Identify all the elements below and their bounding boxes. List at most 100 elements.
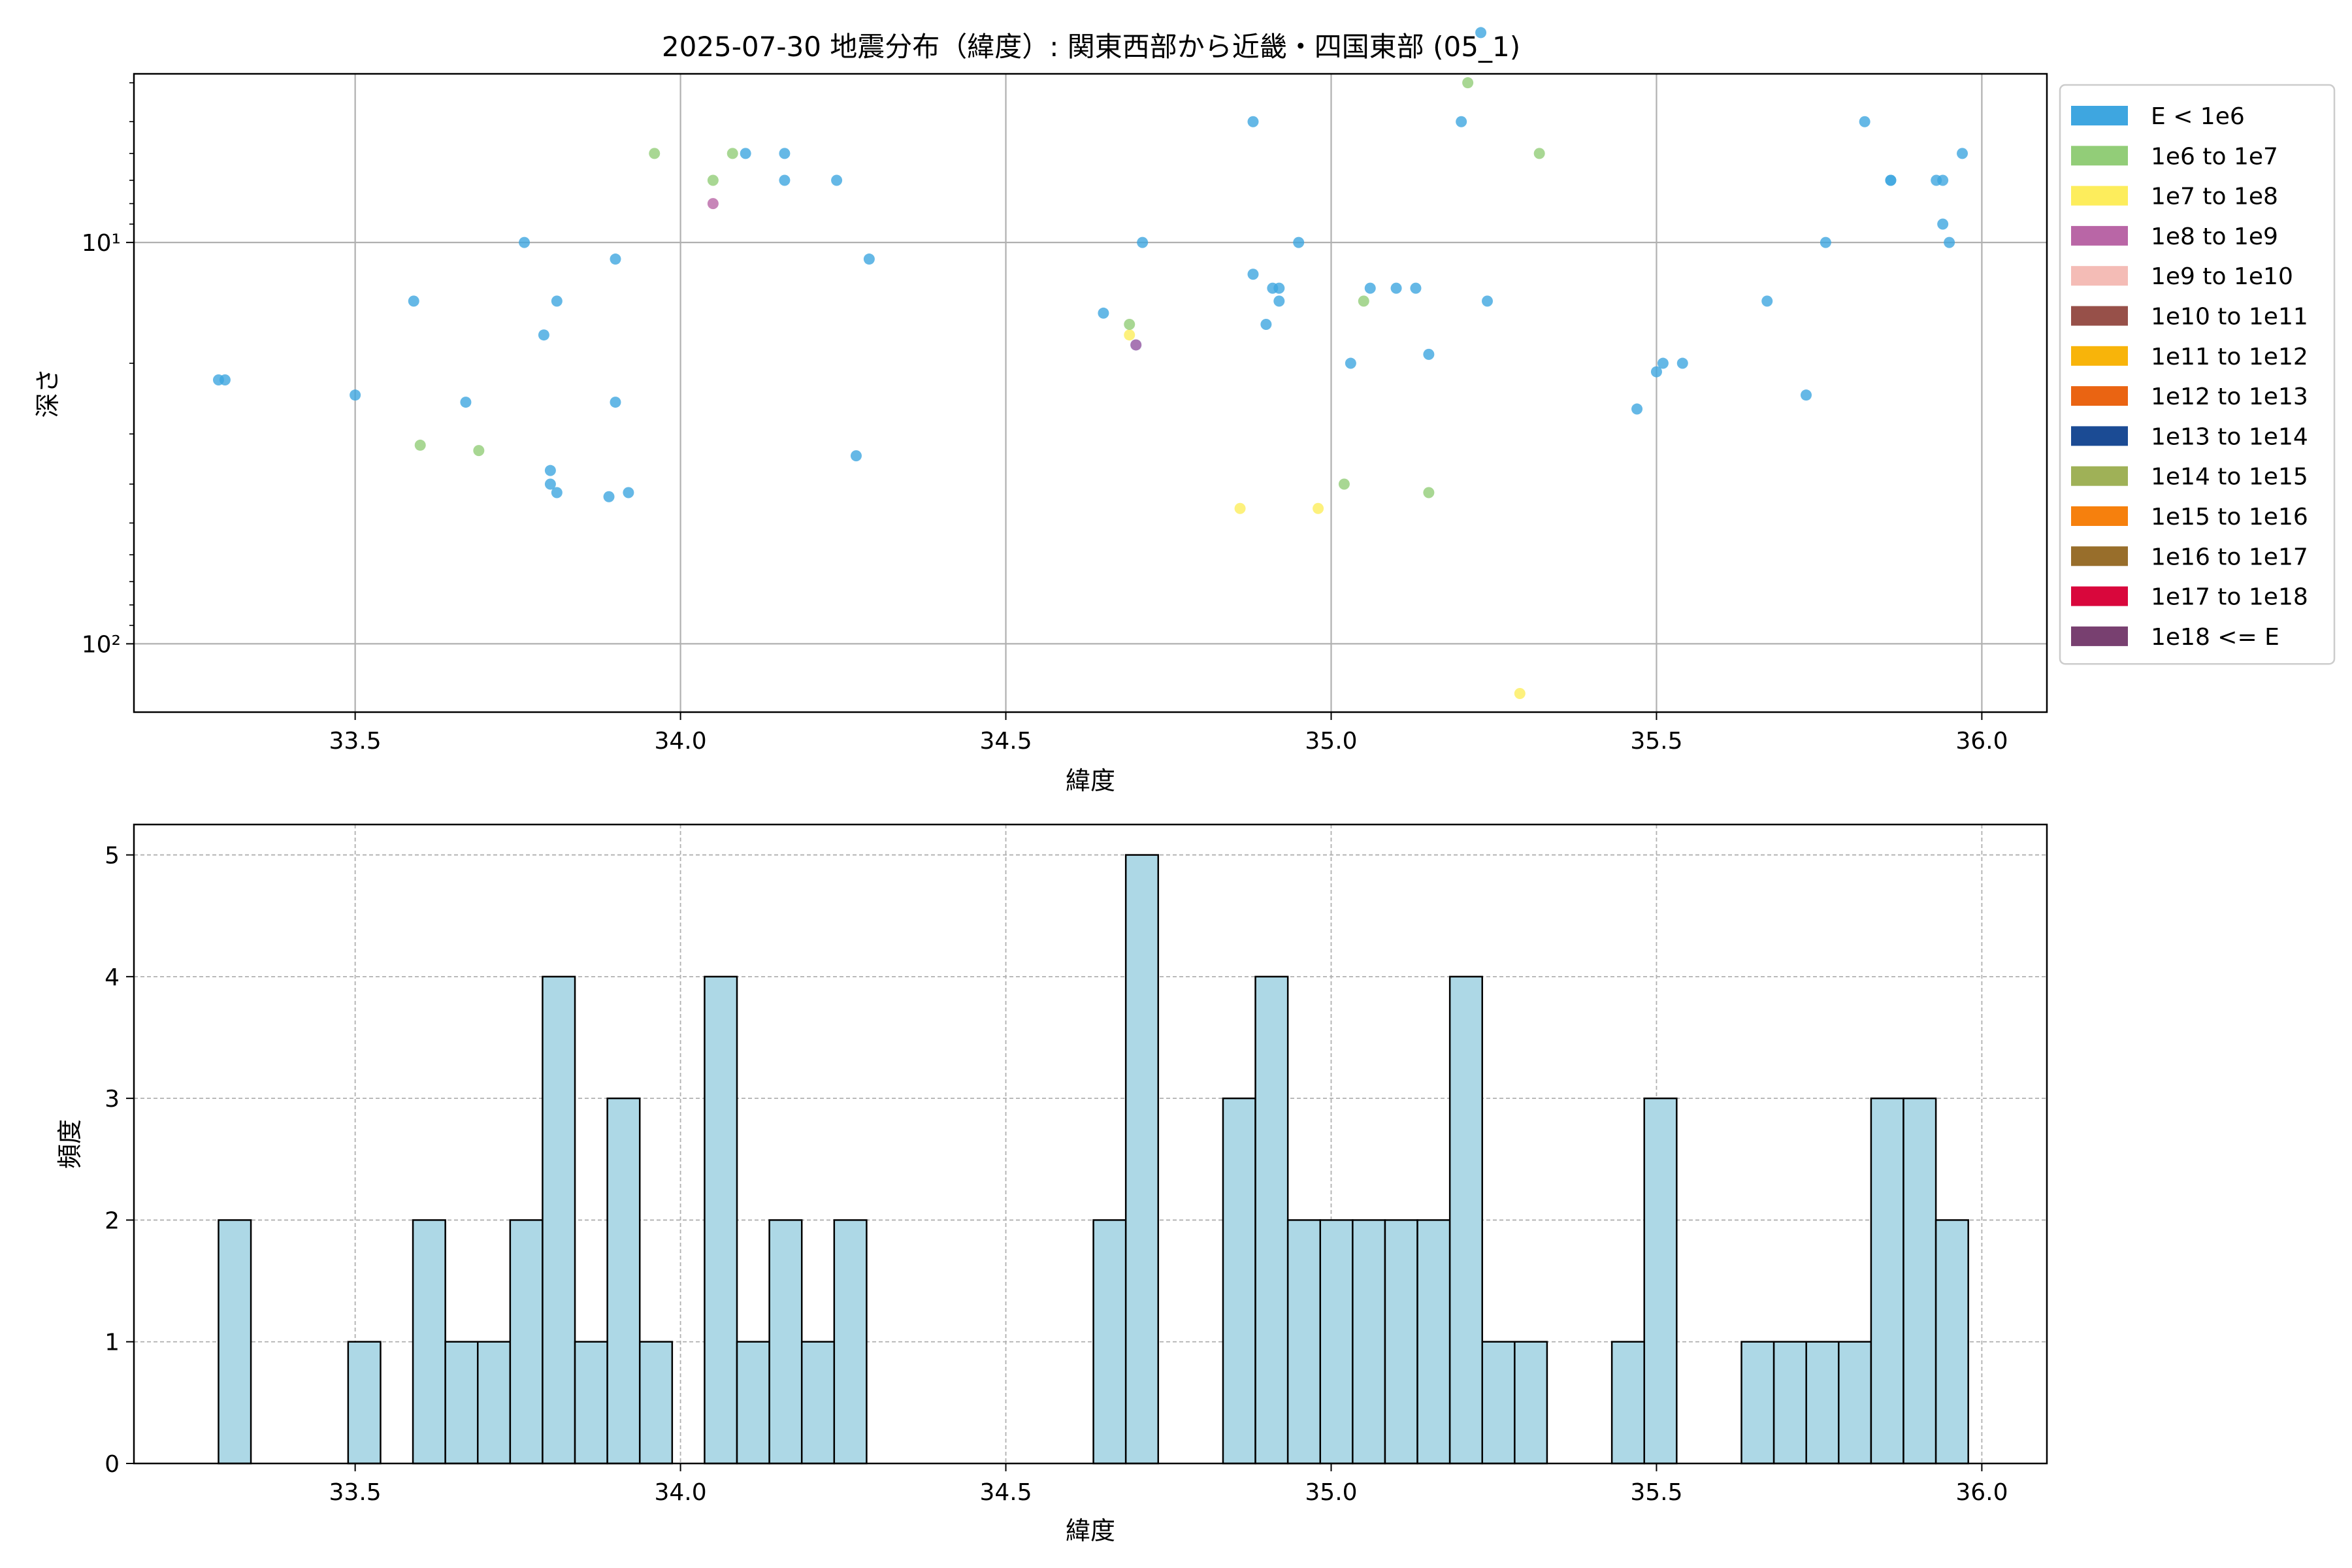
histogram-bar [736,1341,770,1465]
scatter-point [350,389,361,401]
scatter-point [1345,357,1356,369]
histogram-y-tick-label: 1 [105,1330,120,1356]
legend-swatch [2071,386,2128,406]
histogram-x-tick-label: 33.5 [329,1479,382,1506]
scatter-point [707,174,719,186]
scatter-x-tick-label: 34.0 [654,728,706,755]
scatter-point [1124,319,1135,331]
legend-label: 1e9 to 1e10 [2151,263,2293,290]
histogram-x-tick-label: 35.0 [1305,1479,1357,1506]
histogram-bar [638,1341,674,1465]
histogram-bar [1514,1341,1548,1465]
histogram-y-axis-label: 頻度 [56,1119,84,1169]
scatter-x-tick-label: 35.5 [1630,728,1682,755]
histogram-bar [1319,1219,1354,1465]
histogram-x-tick-label: 36.0 [1955,1479,2008,1506]
scatter-point [1820,237,1831,248]
scatter-point [1944,237,1955,248]
scatter-point [740,148,751,159]
scatter-point [603,491,615,502]
scatter-y-axis-label: 深さ [33,368,62,417]
histogram-bar [1254,975,1289,1465]
histogram-bar [833,1219,868,1465]
scatter-point [1338,478,1350,490]
legend-swatch [2071,426,2128,446]
histogram-bar [1903,1097,1937,1465]
scatter-point [551,295,563,307]
histogram-bar [1772,1341,1807,1465]
histogram-y-tick-label: 4 [105,964,120,991]
scatter-point [1423,348,1435,360]
histogram-bar [1838,1341,1872,1465]
scatter-point [779,174,791,186]
scatter-point [1957,148,1968,159]
scatter-point [1313,502,1324,514]
scatter-point [1410,282,1422,294]
histogram-bar [574,1341,608,1465]
scatter-x-tick-label: 33.5 [329,728,382,755]
histogram-bar [768,1219,803,1465]
scatter-point [1130,339,1142,351]
scatter-point [1098,307,1109,319]
histogram-y-tick-label: 5 [105,843,120,870]
histogram-bar [1448,975,1483,1465]
scatter-point [1885,174,1897,186]
legend-swatch [2071,146,2128,166]
scatter-ticks: 33.5 34.0 34.5 35.0 35.5 36.0 10¹ 10² [82,82,2008,755]
scatter-point [1761,295,1773,307]
legend-label: 1e8 to 1e9 [2151,223,2278,250]
scatter-point [1533,148,1545,159]
scatter-x-tick-label: 35.0 [1305,728,1357,755]
scatter-point [1247,269,1259,280]
scatter-point [1937,218,1949,230]
scatter-point [850,450,862,462]
scatter-point [1124,329,1135,341]
histogram-x-axis-label: 緯度 [1066,1516,1115,1545]
histogram-bar [606,1097,641,1465]
histogram-bar [1481,1341,1516,1465]
histogram-x-tick-label: 34.5 [979,1479,1032,1506]
scatter-point [1462,77,1474,89]
scatter-point [610,397,621,408]
legend-label: 1e14 to 1e15 [2151,464,2308,491]
legend-label: 1e6 to 1e7 [2151,143,2278,170]
histogram-bar [1740,1341,1775,1465]
histogram-x-tick-label: 34.0 [654,1479,706,1506]
legend-swatch [2071,506,2128,526]
scatter-x-tick-label: 34.5 [979,728,1032,755]
histogram-bar [1610,1341,1645,1465]
scatter-point [1937,174,1949,186]
scatter-point [779,148,791,159]
legend-swatch [2071,466,2128,486]
scatter-point [727,148,738,159]
scatter-point [408,295,419,307]
legend-label: 1e7 to 1e8 [2151,184,2278,210]
legend-label: 1e17 to 1e18 [2151,584,2308,611]
scatter-point [1475,27,1487,39]
scatter-panel: 33.5 34.0 34.5 35.0 35.5 36.0 10¹ 10² 緯度 深さ [33,27,2048,795]
histogram-ticks: 33.5 34.0 34.5 35.0 35.5 36.0 0 1 2 3 4 5 [105,843,2008,1506]
scatter-point [1676,357,1688,369]
histogram-bar [476,1341,512,1465]
scatter-y-tick-label: 10² [82,631,121,658]
scatter-y-tick-label: 10¹ [82,230,121,257]
scatter-point [707,198,719,210]
histogram-bar [1352,1219,1386,1465]
histogram-bar [1222,1097,1256,1465]
scatter-point [1650,366,1662,378]
histogram-bar [1384,1219,1418,1465]
scatter-point [1657,357,1669,369]
legend-box [2059,84,2336,665]
scatter-point [538,329,549,341]
scatter-point [1364,282,1376,294]
legend-label: 1e15 to 1e16 [2151,504,2308,531]
scatter-point [1273,295,1285,307]
legend-swatch [2071,225,2128,246]
scatter-point [1273,282,1285,294]
legend-swatch [2071,306,2128,326]
legend-swatch [2071,186,2128,206]
histogram-bars [218,854,1969,1465]
scatter-point [519,237,531,248]
legend-label: 1e12 to 1e13 [2151,384,2308,410]
